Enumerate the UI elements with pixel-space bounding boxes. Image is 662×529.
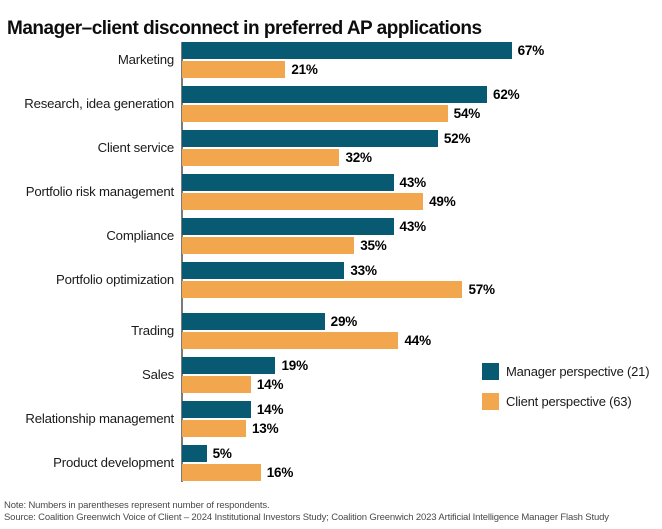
legend-item-client: Client perspective (63) [482,393,649,410]
chart-title: Manager–client disconnect in preferred A… [7,17,482,39]
bar-manager [182,174,394,191]
footer-note: Note: Numbers in parentheses represent n… [4,500,270,511]
bar-value-label: 43% [399,219,427,234]
legend-swatch-manager [482,363,499,380]
footer: Note: Numbers in parentheses represent n… [4,500,662,524]
bar-manager [182,445,207,462]
bar-manager [182,357,276,374]
bar-value-label: 29% [330,314,358,329]
bar-value-label: 57% [468,282,495,297]
bar-client [182,376,251,393]
bar-manager [182,401,251,418]
bar-client [182,464,261,481]
category-label: Client service [97,140,175,155]
bar-client [182,105,448,122]
bar-value-label: 5% [212,446,232,461]
category-label: Research, idea generation [24,96,174,111]
footer-source: Source: Coalition Greenwich Voice of Cli… [4,512,609,523]
category-label: Portfolio optimization [55,272,174,287]
legend-item-manager: Manager perspective (21) [482,363,650,380]
bar-value-label: 67% [517,43,545,58]
legend-label-manager: Manager perspective (21) [506,364,650,379]
bar-value-label: 49% [429,194,456,209]
bar-manager [182,218,394,235]
bar-manager [182,262,345,279]
bar-manager [182,130,438,147]
bar-client [182,193,424,210]
bar-value-label: 52% [443,131,471,146]
bar-client [182,332,399,349]
bar-value-label: 16% [266,465,294,480]
bar-value-label: 14% [256,402,284,417]
bar-manager [182,42,512,59]
bar-value-label: 32% [345,150,372,165]
bar-value-label: 43% [399,175,427,190]
bar-manager [182,86,488,103]
bar-value-label: 54% [453,106,481,121]
category-label: Portfolio risk management [25,184,174,199]
category-label: Relationship management [25,411,174,426]
bar-value-label: 19% [281,358,308,373]
bar-client [182,61,286,78]
bar-value-label: 21% [291,62,318,77]
category-label: Product development [53,455,174,470]
bar-client [182,237,355,254]
bar-value-label: 14% [256,377,284,392]
bar-value-label: 44% [404,333,431,348]
bar-client [182,281,463,298]
bar-value-label: 33% [350,263,377,278]
category-label: Sales [142,367,174,382]
bar-client [182,149,340,166]
category-label: Compliance [106,228,174,243]
legend: Manager perspective (21) Client perspect… [482,363,650,423]
category-label: Marketing [117,52,174,67]
bar-value-label: 13% [251,421,279,436]
bar-value-label: 35% [360,238,387,253]
bar-value-label: 62% [493,87,520,102]
bar-client [182,420,246,437]
legend-label-client: Client perspective (63) [506,394,632,409]
legend-swatch-client [482,393,499,410]
bar-manager [182,313,325,330]
category-label: Trading [131,323,174,338]
